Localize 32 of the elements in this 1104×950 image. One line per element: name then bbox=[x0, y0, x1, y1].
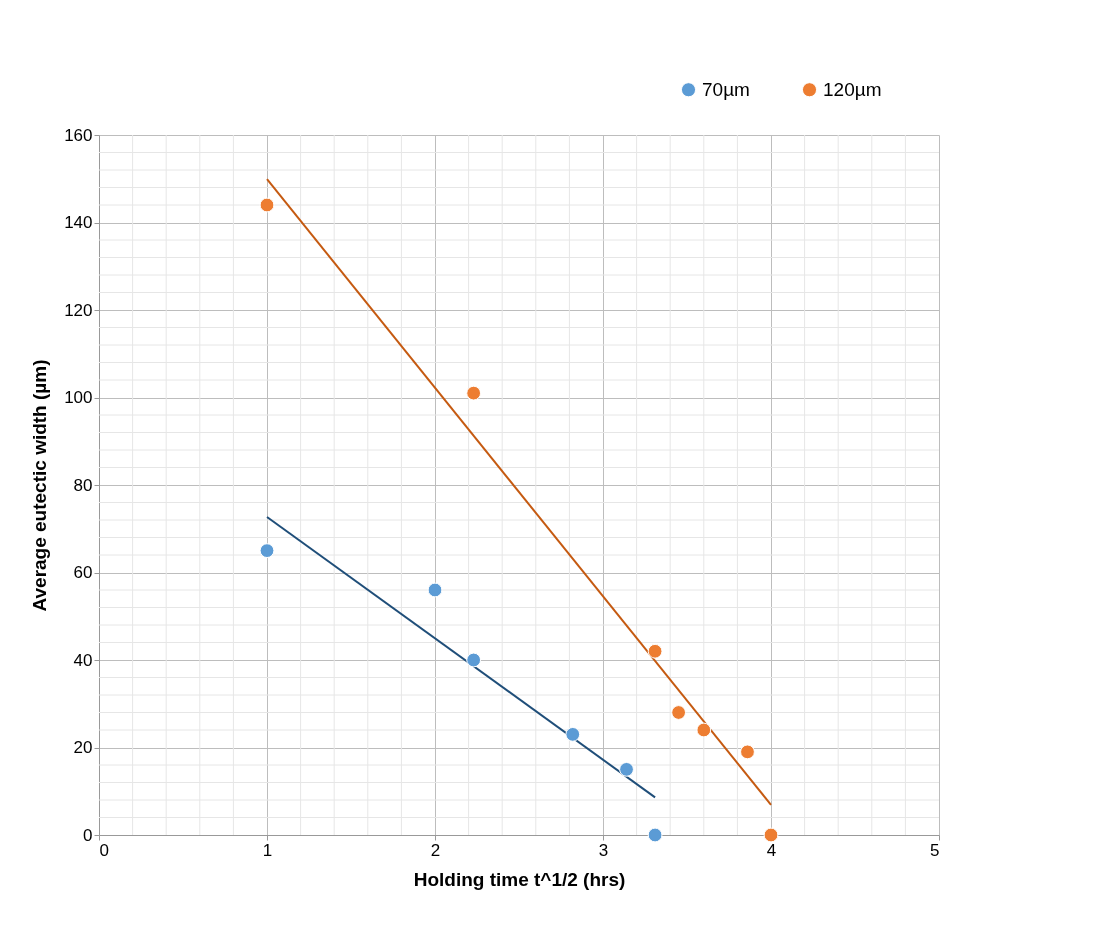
point bbox=[696, 722, 712, 738]
point bbox=[466, 652, 482, 668]
y-tick-label: 60 bbox=[73, 563, 93, 582]
point bbox=[427, 582, 443, 598]
point bbox=[647, 643, 663, 659]
legend-label: 70µm bbox=[702, 78, 750, 100]
y-tick-label: 100 bbox=[64, 388, 93, 407]
x-tick-label: 5 bbox=[930, 840, 940, 860]
point bbox=[619, 762, 634, 777]
x-tick-label: 0 bbox=[99, 840, 109, 860]
x-tick-label: 1 bbox=[262, 840, 273, 860]
y-tick-label: 0 bbox=[83, 825, 93, 845]
legend-label: 120µm bbox=[823, 78, 882, 100]
y-tick-label: 80 bbox=[73, 475, 93, 495]
point bbox=[565, 727, 581, 742]
point bbox=[647, 827, 663, 843]
point bbox=[671, 705, 686, 720]
x-axis-title: Holding time t^1/2 (hrs) bbox=[413, 868, 626, 890]
point bbox=[259, 543, 275, 558]
y-tick-label: 160 bbox=[64, 125, 93, 145]
point bbox=[763, 827, 779, 843]
y-tick-label: 120 bbox=[64, 300, 93, 320]
point bbox=[740, 744, 755, 760]
y-tick-label: 20 bbox=[73, 738, 93, 757]
point bbox=[466, 385, 482, 401]
x-tick-label: 3 bbox=[598, 840, 609, 860]
point bbox=[259, 197, 275, 213]
y-axis-title: Average eutectic width (µm) bbox=[29, 359, 51, 612]
x-tick-label: 4 bbox=[766, 840, 777, 860]
x-tick-label: 2 bbox=[430, 840, 441, 860]
y-tick-label: 40 bbox=[73, 650, 93, 670]
y-tick-label: 140 bbox=[64, 213, 93, 232]
